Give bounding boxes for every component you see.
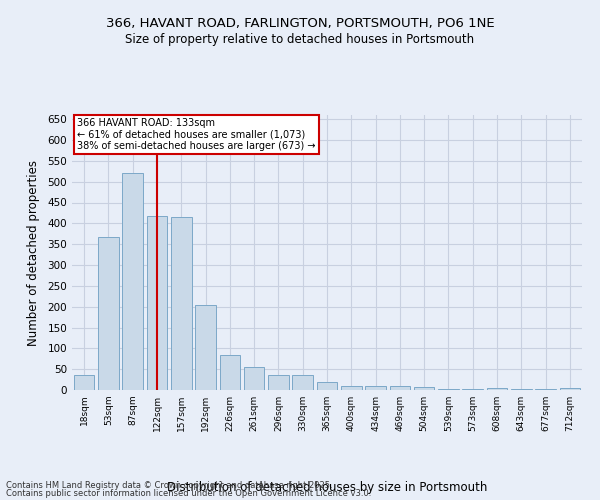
Bar (268, 375, 289, 390)
Text: Contains HM Land Registry data © Crown copyright and database right 2025.: Contains HM Land Registry data © Crown c… (6, 481, 332, 490)
Text: 366, HAVANT ROAD, FARLINGTON, PORTSMOUTH, PO6 1NE: 366, HAVANT ROAD, FARLINGTON, PORTSMOUTH… (106, 18, 494, 30)
Text: Contains public sector information licensed under the Open Government Licence v3: Contains public sector information licen… (6, 488, 371, 498)
Bar (74, 376, 94, 390)
Text: Size of property relative to detached houses in Portsmouth: Size of property relative to detached ho… (125, 32, 475, 46)
Bar (487, 388, 508, 390)
Bar (389, 386, 410, 390)
Bar (122, 172, 143, 390)
Bar (220, 355, 240, 390)
Text: 366 HAVANT ROAD: 133sqm
← 61% of detached houses are smaller (1,073)
38% of semi: 366 HAVANT ROAD: 133sqm ← 61% of detache… (77, 118, 316, 151)
Bar (511, 389, 532, 390)
Bar (317, 382, 337, 390)
Bar (560, 388, 580, 390)
Bar (341, 386, 362, 390)
X-axis label: Distribution of detached houses by size in Portsmouth: Distribution of detached houses by size … (167, 481, 487, 494)
Bar (535, 389, 556, 390)
Bar (146, 216, 167, 390)
Bar (414, 386, 434, 390)
Bar (365, 386, 386, 390)
Bar (98, 237, 119, 390)
Bar (244, 367, 265, 390)
Bar (171, 216, 191, 390)
Bar (438, 389, 459, 390)
Y-axis label: Number of detached properties: Number of detached properties (28, 160, 40, 346)
Bar (463, 389, 483, 390)
Bar (292, 376, 313, 390)
Bar (195, 304, 216, 390)
